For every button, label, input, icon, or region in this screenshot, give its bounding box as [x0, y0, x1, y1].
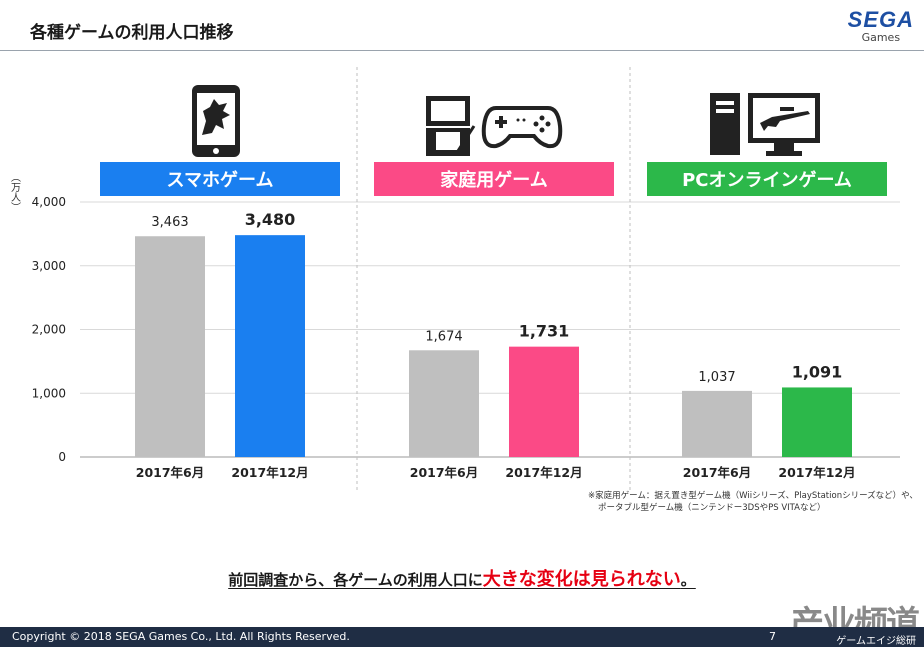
bar-value-label: 1,091: [792, 362, 843, 381]
y-tick-label: 0: [58, 450, 66, 464]
conclusion-suffix: 。: [680, 571, 696, 589]
watermark-sub: ゲームエイジ総研: [836, 636, 916, 647]
category-band: [374, 162, 614, 196]
chart-bars: 3,463 3,480 1,674 1,731 1,037 1,091: [135, 210, 852, 457]
smartphone-dragon-icon: [192, 85, 240, 157]
category-label: 家庭用ゲーム: [440, 169, 547, 191]
bar-value-label: 1,731: [519, 322, 570, 341]
desktop-pc-icon: [710, 93, 820, 156]
footnote-line-1: ※家庭用ゲーム：据え置き型ゲーム機（Wiiシリーズ、PlayStationシリー…: [588, 491, 918, 501]
conclusion-highlight: 大きな変化は見られない: [482, 569, 681, 590]
chart-gridlines: [80, 201, 900, 458]
bar: [409, 350, 479, 457]
x-tick-label: 2017年6月: [410, 465, 479, 480]
category-band: [647, 162, 887, 196]
bar: [235, 235, 305, 457]
conclusion-text: 前回調査から、各ゲームの利用人口に大きな変化は見られない。: [0, 565, 924, 591]
bar-value-label: 1,674: [425, 329, 462, 344]
category-bands: スマホゲーム 家庭用ゲーム PCオンラインゲーム: [100, 162, 887, 196]
y-tick-label: 1,000: [32, 386, 66, 400]
page-number: 7: [769, 630, 776, 643]
bar: [682, 390, 752, 457]
handheld-console-and-gamepad-icon: [426, 96, 563, 156]
copyright-text: Copyright © 2018 SEGA Games Co., Ltd. Al…: [12, 630, 350, 643]
page-title: 各種ゲームの利用人口推移: [30, 23, 234, 43]
bar: [782, 387, 852, 457]
footer-bar: Copyright © 2018 SEGA Games Co., Ltd. Al…: [0, 627, 924, 647]
x-tick-label: 2017年12月: [778, 465, 855, 480]
footnote: ※家庭用ゲーム：据え置き型ゲーム機（Wiiシリーズ、PlayStationシリー…: [588, 490, 918, 514]
bar-value-label: 3,463: [151, 215, 188, 230]
category-icons: [192, 85, 820, 157]
conclusion-prefix: 前回調査から、各ゲームの利用人口に: [228, 571, 483, 589]
chart-group-separators: [356, 67, 631, 490]
y-tick-label: 4,000: [32, 195, 66, 209]
x-tick-label: 2017年12月: [231, 465, 308, 480]
bar-value-label: 1,037: [698, 370, 735, 385]
x-tick-label: 2017年6月: [683, 465, 752, 480]
y-tick-label: 2,000: [32, 323, 66, 337]
y-axis-label: （万人）: [9, 172, 21, 212]
category-band: [100, 162, 340, 196]
x-tick-label: 2017年12月: [505, 465, 582, 480]
logo-mark: SEGA: [847, 7, 914, 32]
title-divider: [0, 50, 924, 51]
y-axis: 0 1,000 2,000 3,000 4,000: [32, 195, 66, 464]
footnote-line-2: ポータブル型ゲーム機（ニンテンドー3DSやPS VITAなど）: [598, 503, 826, 513]
category-label: スマホゲーム: [167, 169, 274, 191]
bar: [135, 236, 205, 457]
x-tick-label: 2017年6月: [136, 465, 205, 480]
logo-sub: Games: [861, 31, 901, 44]
x-axis-labels: 2017年6月 2017年12月 2017年6月 2017年12月 2017年6月 201…: [136, 465, 856, 480]
population-bar-chart: 0 1,000 2,000 3,000 4,000 （万人） スマホゲーム 家庭用ゲーム P…: [9, 67, 900, 490]
sega-logo: SEGA Games: [848, 8, 914, 44]
y-tick-label: 3,000: [32, 259, 66, 273]
bar: [509, 346, 579, 457]
bar-value-label: 3,480: [245, 210, 296, 229]
category-label: PCオンラインゲーム: [682, 169, 852, 191]
